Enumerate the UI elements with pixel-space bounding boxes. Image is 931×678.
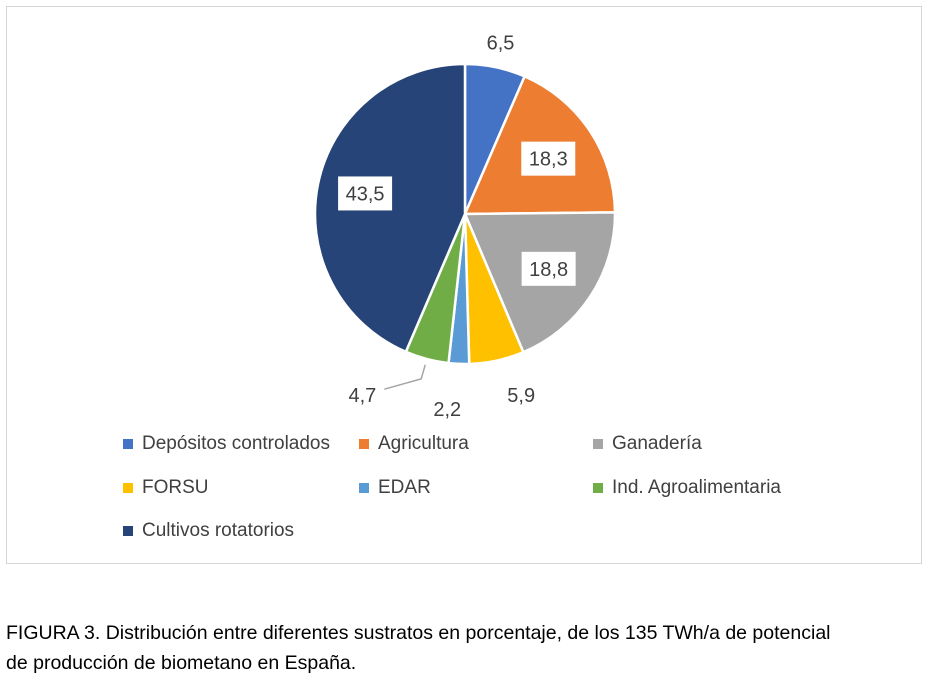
data-label-3: 5,9 xyxy=(507,385,535,407)
data-label-box-2 xyxy=(521,251,576,286)
chart-frame: 6,5 18,3 18,8 5,9 2,2 4,7 43,5 Depósitos contr… xyxy=(6,6,922,564)
pie-chart: 6,5 18,3 18,8 5,9 2,2 4,7 43,5 xyxy=(313,33,617,421)
caption-line-2: de producción de biometano en España. xyxy=(6,652,357,674)
data-label-0: 6,5 xyxy=(487,33,515,55)
figure-caption: FIGURA 3. Distribución entre diferentes … xyxy=(6,618,926,678)
caption-line-1: FIGURA 3. Distribución entre diferentes … xyxy=(6,622,831,644)
data-label-box-1 xyxy=(521,141,576,176)
data-label-2: 18,8 xyxy=(529,259,568,281)
leader-line-5 xyxy=(384,364,426,390)
data-label-1: 18,3 xyxy=(529,149,568,171)
data-label-6: 43,5 xyxy=(346,183,385,205)
data-label-5: 4,7 xyxy=(348,385,376,407)
data-label-4: 2,2 xyxy=(433,399,461,421)
data-label-box-6 xyxy=(338,176,393,211)
